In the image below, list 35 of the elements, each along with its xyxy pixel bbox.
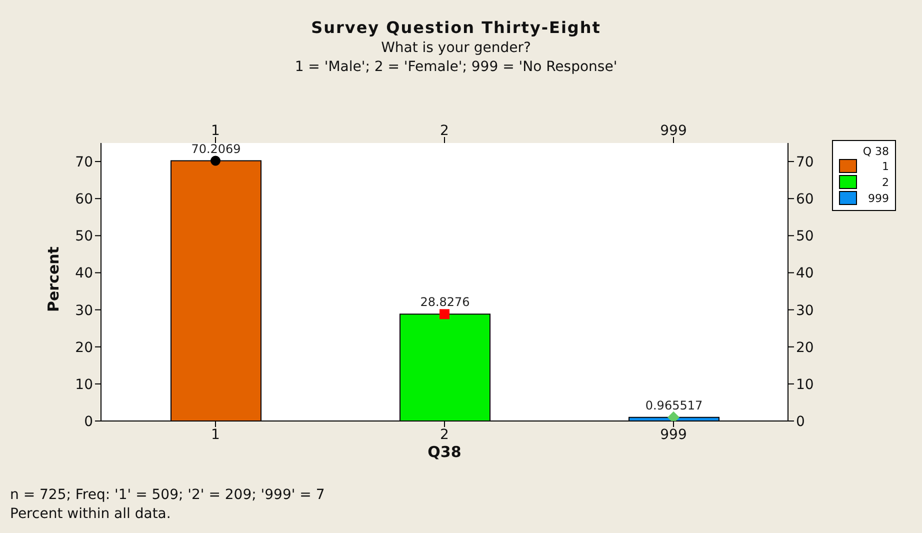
y2-tick-label: 20 — [796, 340, 814, 356]
y2-tick-label: 50 — [796, 228, 814, 245]
chart-title: Survey Question Thirty-Eight — [310, 18, 602, 37]
legend-label: 2 — [882, 176, 889, 188]
x-tick-label: 1 — [211, 123, 220, 139]
text: Percent within all data. — [10, 506, 171, 522]
y-tick-label: 20 — [75, 340, 93, 356]
x-tick-label: 999 — [660, 123, 687, 139]
category-label: 999 — [660, 426, 687, 443]
text: n = 725; Freq: '1' = 509; '2' = 209; '999' = 7 — [10, 487, 325, 503]
legend-title: Q 38 — [862, 145, 889, 158]
y2-tick-label: 70 — [796, 154, 814, 171]
x-axis-title: Q38 — [428, 443, 462, 461]
y-axis-title: Percent — [44, 246, 62, 312]
data-label: 28.8276 — [420, 295, 470, 310]
x-tick-label: 2 — [440, 123, 449, 139]
y2-tick-label: 40 — [796, 266, 814, 282]
data-label: 0.965517 — [645, 398, 703, 412]
y-tick-label: 60 — [75, 192, 93, 208]
y2-tick-label: 60 — [796, 192, 814, 208]
y2-tick-label: 0 — [796, 414, 805, 430]
y-tick-label: 30 — [75, 302, 93, 319]
y2-tick-label: 30 — [796, 302, 814, 319]
y-tick-label: 50 — [75, 228, 93, 245]
legend-label: 1 — [882, 160, 889, 172]
category-label: 1 — [211, 426, 220, 443]
y-tick-label: 70 — [75, 154, 93, 171]
y2-tick-label: 10 — [796, 376, 814, 393]
y-tick-label: 0 — [84, 414, 93, 430]
y-tick-label: 40 — [75, 266, 93, 282]
data-label: 70.2069 — [191, 142, 241, 156]
y-tick-label: 10 — [75, 376, 93, 393]
category-label: 2 — [440, 426, 449, 443]
chart-subtitle: What is your gender? 1 = 'Male'; 2 = 'Female'; 999 = 'No Response' — [294, 40, 618, 75]
legend-label: 999 — [868, 192, 889, 204]
